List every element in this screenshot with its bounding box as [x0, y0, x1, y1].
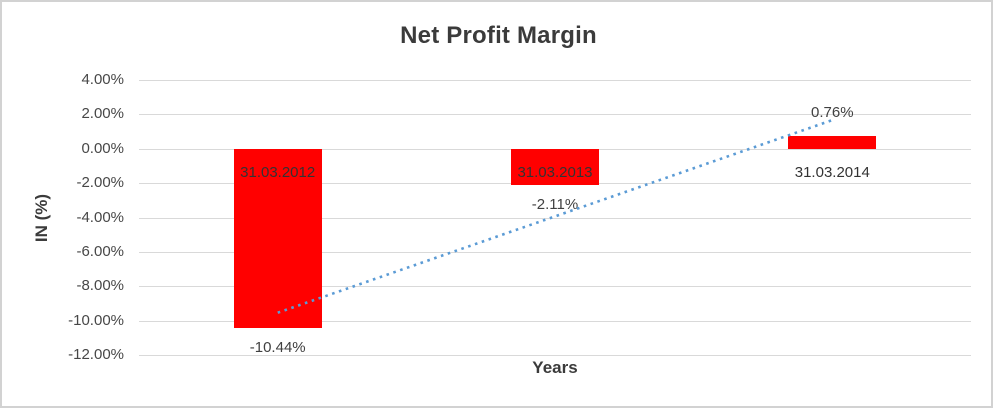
category-label: 31.03.2012 [240, 164, 316, 181]
y-tick-label: 4.00% [81, 71, 124, 88]
x-axis-title: Years [532, 358, 578, 377]
bar-31.03.2014 [788, 135, 877, 149]
y-tick-label: -4.00% [76, 208, 124, 226]
gridline--12.00% [139, 355, 971, 357]
y-tick-label: -12.00% [68, 346, 124, 364]
gridline-2.00% [139, 114, 971, 116]
value-label: -10.44% [249, 339, 306, 357]
y-tick-label: 2.00% [81, 105, 124, 123]
gridline--10.00% [139, 320, 971, 322]
value-label: 0.76% [811, 103, 854, 121]
gridline-4.00% [139, 80, 971, 81]
y-tick-label: 0.00% [81, 139, 124, 157]
category-label: 31.03.2014 [794, 164, 870, 181]
chart-title: Net Profit Margin [400, 22, 597, 49]
value-label: -2.11% [531, 196, 579, 214]
y-tick-label: -2.00% [76, 174, 124, 192]
category-label: 31.03.2013 [517, 164, 593, 181]
y-tick-label: -8.00% [76, 277, 124, 295]
y-tick-label: -10.00% [68, 311, 124, 329]
y-tick-label: -6.00% [76, 243, 124, 260]
